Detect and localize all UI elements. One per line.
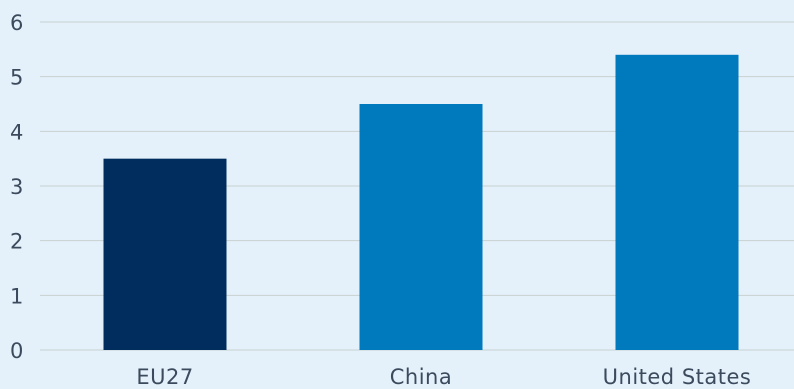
bar-united-states (615, 54, 739, 351)
y-tick-label: 4 (10, 120, 23, 144)
y-tick-label: 2 (10, 230, 23, 254)
x-axis-labels: EU27 China United States (136, 365, 751, 389)
x-category-label: EU27 (136, 365, 193, 389)
x-category-label: United States (603, 365, 752, 389)
bar-china (359, 104, 483, 350)
y-tick-label: 3 (10, 175, 23, 199)
y-tick-label: 0 (10, 339, 23, 363)
y-tick-label: 5 (10, 66, 23, 90)
y-tick-label: 1 (10, 284, 23, 308)
y-tick-label: 6 (10, 11, 23, 35)
bars (103, 54, 739, 351)
bar-eu27 (103, 158, 227, 350)
x-category-label: China (390, 365, 453, 389)
y-axis-ticks: 0 1 2 3 4 5 6 (10, 11, 23, 363)
